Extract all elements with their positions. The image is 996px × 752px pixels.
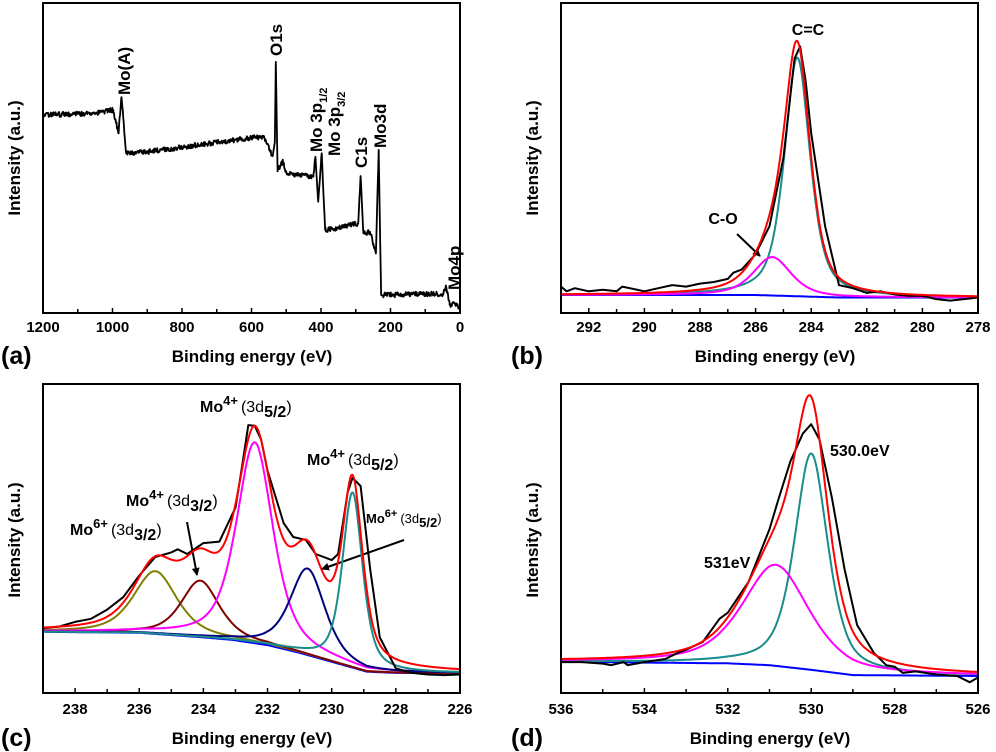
annotation-mo4-3d52-top: Mo4+ (3d5/2)	[200, 393, 292, 421]
x-tick-label: 0	[456, 319, 464, 336]
fit-envelope	[561, 39, 978, 298]
x-tick-label: 1200	[26, 319, 59, 336]
fit-component-4	[43, 567, 460, 674]
x-axis-title: Binding energy (eV)	[172, 729, 333, 748]
x-tick-label: 226	[447, 701, 472, 718]
plot-frame	[42, 2, 461, 314]
plot-frame	[560, 2, 979, 314]
measured-spectrum	[561, 45, 978, 302]
x-axis-title: Binding energy (eV)	[695, 347, 856, 366]
x-axis-title: Binding energy (eV)	[172, 347, 333, 366]
annotation-mo6-3d32: Mo6+ (3d3/2)	[70, 516, 162, 544]
peak-label-mo-a: Mo(A)	[115, 47, 134, 95]
x-tick-label: 282	[854, 319, 879, 336]
baseline-curve	[43, 630, 460, 675]
plot-area	[561, 39, 978, 302]
annotation-arrow-mo4-3d32	[186, 521, 200, 576]
y-axis-title: Intensity (a.u.)	[5, 100, 24, 215]
x-tick-label: 600	[239, 319, 264, 336]
annotation-mo4-3d32: Mo4+ (3d3/2)	[126, 487, 218, 515]
plot-area	[561, 394, 978, 684]
fit-component-1	[561, 452, 978, 676]
x-tick-label: 236	[127, 701, 152, 718]
x-tick-label: 534	[632, 701, 658, 718]
x-tick-label: 228	[383, 701, 408, 718]
x-tick-label: 1000	[96, 319, 129, 336]
annotation-co: C-O	[708, 211, 737, 228]
x-tick-label: 200	[378, 319, 403, 336]
x-tick-label: 532	[715, 701, 740, 718]
panel-d-o1s-spectrum: Intensity (a.u.) Binding energy (eV) (d)…	[511, 383, 991, 752]
fit-component-1	[561, 56, 978, 298]
annotation-531eV: 531eV	[704, 555, 751, 572]
plot-area	[43, 61, 460, 311]
x-tick-label: 536	[548, 701, 573, 718]
annotation-530eV: 530.0eV	[830, 443, 890, 460]
x-tick-label: 290	[632, 319, 657, 336]
x-tick-label: 230	[319, 701, 344, 718]
panel-b-c1s-spectrum: Intensity (a.u.) Binding energy (eV) (b)…	[511, 2, 991, 370]
x-tick-label: 530	[799, 701, 824, 718]
fit-envelope	[561, 394, 978, 673]
peak-label-mo3p12: Mo 3p1/2	[307, 88, 330, 152]
peak-label-mo4p: Mo4p	[445, 246, 464, 290]
x-tick-label: 278	[965, 319, 990, 336]
panel-letter: (a)	[1, 342, 32, 370]
x-tick-label: 286	[743, 319, 768, 336]
x-tick-label: 280	[910, 319, 935, 336]
measured-spectrum	[561, 423, 978, 684]
panel-letter: (c)	[1, 724, 32, 752]
peak-labels: Mo(A) O1s Mo 3p1/2 Mo 3p3/2 C1s Mo3d Mo4…	[115, 24, 464, 290]
x-tick-label: 400	[308, 319, 333, 336]
x-tick-label: 800	[169, 319, 194, 336]
fit-component-5	[43, 491, 460, 673]
peak-label-o1s: O1s	[267, 24, 286, 56]
measured-spectrum	[43, 61, 460, 311]
panel-letter: (b)	[511, 342, 543, 370]
baseline-curve	[561, 660, 978, 677]
fit-component-2	[561, 563, 978, 675]
x-axis-title: Binding energy (eV)	[690, 729, 851, 748]
panel-letter: (d)	[511, 724, 543, 752]
y-axis-title: Intensity (a.u.)	[5, 482, 24, 597]
y-axis-title: Intensity (a.u.)	[523, 100, 542, 215]
x-tick-label: 284	[799, 319, 825, 336]
x-tick-label: 288	[687, 319, 712, 336]
plot-area	[43, 424, 460, 677]
panel-a-survey-spectrum: Intensity (a.u.) Binding energy (eV) (a)…	[1, 2, 464, 370]
y-axis-title: Intensity (a.u.)	[523, 482, 542, 597]
x-tick-label: 238	[63, 701, 88, 718]
x-tick-label: 234	[191, 701, 217, 718]
annotation-cc: C=C	[792, 22, 825, 39]
x-tick-label: 292	[576, 319, 601, 336]
x-tick-label: 526	[965, 701, 990, 718]
fit-envelope	[43, 424, 460, 671]
annotation-mo4-3d52-right: Mo4+ (3d5/2)	[307, 446, 399, 474]
annotation-mo6-3d52: Mo6+ (3d5/2)	[366, 508, 442, 530]
x-tick-label: 232	[255, 701, 280, 718]
fit-component-1	[43, 570, 460, 674]
peak-label-mo3p32: Mo 3p3/2	[325, 92, 348, 156]
x-tick-label: 528	[882, 701, 907, 718]
peak-label-mo3d: Mo3d	[371, 104, 390, 148]
panel-c-mo3d-spectrum: Intensity (a.u.) Binding energy (eV) (c)…	[1, 383, 473, 752]
plot-frame	[42, 383, 461, 694]
fit-component-2	[561, 256, 978, 299]
peak-label-c1s: C1s	[352, 137, 371, 168]
